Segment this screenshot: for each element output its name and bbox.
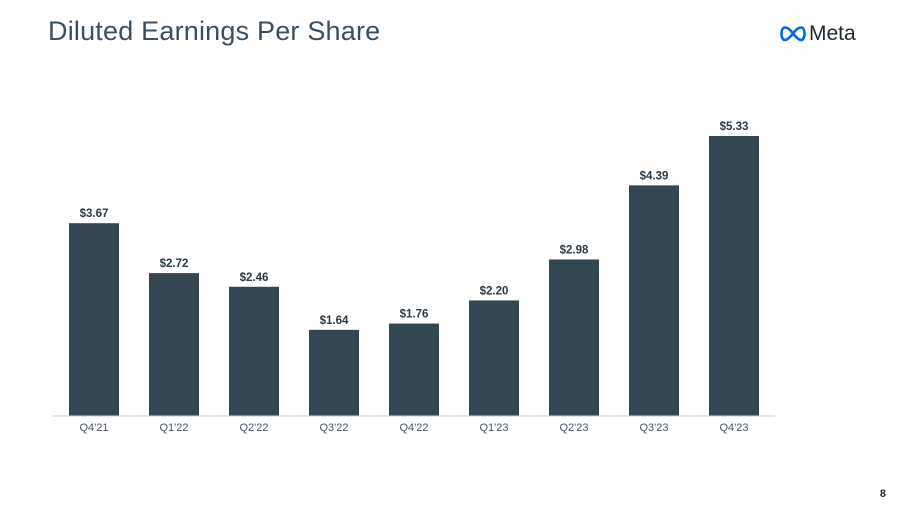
x-tick-label: Q1'22 [159, 422, 188, 434]
x-tick-label: Q4'21 [79, 422, 108, 434]
data-label: $2.98 [560, 244, 589, 256]
x-tick-label: Q2'23 [559, 422, 588, 434]
x-tick-label: Q4'23 [719, 422, 748, 434]
value-labels-group: $3.67 $2.72 $2.46 $1.64 $1.76 $2.20 $2.98 $4.39… [80, 121, 749, 327]
data-label: $2.46 [240, 272, 269, 284]
x-tick-label: Q2'22 [239, 422, 268, 434]
x-tick-label: Q3'23 [639, 422, 668, 434]
slide-title: Diluted Earnings Per Share [48, 16, 381, 46]
bar-Q3'23 [629, 185, 679, 416]
data-label: $2.72 [160, 258, 189, 270]
bar-Q1'22 [149, 273, 199, 416]
bar-Q2'22 [229, 286, 279, 416]
x-tick-label: Q4'22 [399, 422, 428, 434]
data-label: $5.33 [720, 121, 749, 133]
data-label: $4.39 [640, 170, 669, 182]
meta-infinity-icon [780, 26, 806, 42]
bar-Q4'21 [69, 223, 119, 416]
page-number: 8 [879, 488, 886, 500]
logo-wordmark: Meta [809, 22, 856, 45]
data-label: $1.76 [400, 309, 429, 321]
bar-Q3'22 [309, 329, 359, 416]
bars-group [69, 136, 759, 416]
bar-Q4'23 [709, 136, 759, 416]
bar-Q1'23 [469, 300, 519, 416]
bar-Q2'23 [549, 259, 599, 416]
x-tick-label: Q3'22 [319, 422, 348, 434]
x-tick-labels-group: Q4'21 Q1'22 Q2'22 Q3'22 Q4'22 Q1'23 Q2'23 Q3'23… [79, 422, 748, 434]
x-tick-label: Q1'23 [479, 422, 508, 434]
data-label: $2.20 [480, 285, 509, 297]
meta-logo: Meta [780, 22, 856, 46]
data-label: $1.64 [320, 315, 349, 327]
data-label: $3.67 [80, 208, 109, 220]
bar-Q4'22 [389, 323, 439, 416]
